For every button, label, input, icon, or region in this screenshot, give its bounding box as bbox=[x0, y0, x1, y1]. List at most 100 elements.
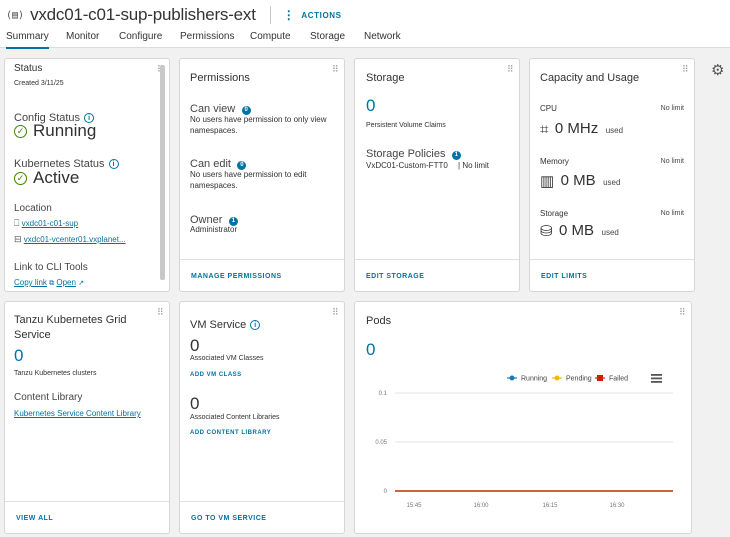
config-status-label: Config Status bbox=[14, 112, 81, 124]
drag-handle-icon[interactable]: ⠿ bbox=[679, 307, 686, 317]
can-view-row: Can view 0 bbox=[190, 99, 251, 117]
info-icon[interactable]: i bbox=[108, 159, 119, 169]
legend-marker bbox=[597, 375, 603, 381]
y-tick-label: 0 bbox=[384, 489, 388, 495]
owner-row: Owner 1 bbox=[190, 210, 238, 228]
storage-card: ⠿ Storage 0 Persistent Volume Claims Sto… bbox=[354, 58, 520, 292]
k8s-status-label: Kubernetes Status bbox=[14, 158, 105, 170]
drag-handle-icon[interactable]: ⠿ bbox=[507, 64, 514, 74]
view-all-link[interactable]: VIEW ALL bbox=[16, 515, 54, 522]
edit-limits-link[interactable]: EDIT LIMITS bbox=[541, 273, 588, 280]
drag-handle-icon[interactable]: ⠿ bbox=[157, 307, 164, 317]
vm-classes-count: 0 bbox=[190, 336, 200, 355]
tkg-cluster-count[interactable]: 0 bbox=[14, 346, 24, 365]
chart-menu-icon[interactable] bbox=[651, 374, 662, 383]
content-library-label: Content Library bbox=[14, 392, 83, 403]
cpu-usage-row: ⌗ 0 MHz used bbox=[540, 120, 623, 138]
permissions-card: ⠿ Permissions Can view 0 No users have p… bbox=[179, 58, 345, 292]
tab-network[interactable]: Network bbox=[364, 31, 401, 42]
drag-handle-icon[interactable]: ⠿ bbox=[332, 307, 339, 317]
tab-summary[interactable]: Summary bbox=[6, 31, 49, 49]
permissions-title: Permissions bbox=[190, 72, 250, 84]
location-cluster-link[interactable]: vxdc01-c01-sup bbox=[21, 219, 79, 228]
cpu-value: 0 MHz bbox=[554, 120, 599, 137]
pods-title: Pods bbox=[366, 315, 392, 327]
manage-permissions-link[interactable]: MANAGE PERMISSIONS bbox=[191, 273, 282, 280]
title-row: (▤) vxdc01-c01-sup-publishers-ext ⋮ ACTI… bbox=[6, 5, 342, 25]
status-card: ⠿ Status Created 3/11/25 Config Statusi … bbox=[4, 58, 170, 292]
vm-service-card: ⠿ VM Service i 0 Associated VM Classes AD… bbox=[179, 301, 345, 534]
storage-policy-row: VxDC01-Custom-FTT0 | No limit bbox=[366, 161, 489, 170]
pods-card: ⠿ Pods 0 0.1 0.05 0 15:45 16:00 16:15 16:30 Run… bbox=[354, 301, 692, 534]
status-title: Status bbox=[14, 63, 43, 74]
open-link[interactable]: Open bbox=[56, 278, 76, 287]
config-status-value-row: ✓ Running bbox=[14, 121, 96, 141]
owner-value: Administrator bbox=[190, 225, 238, 234]
cli-tools-label: Link to CLI Tools bbox=[14, 262, 88, 273]
drag-handle-icon[interactable]: ⠿ bbox=[332, 64, 339, 74]
legend-label-running: Running bbox=[521, 376, 547, 383]
vm-service-title-row: VM Service i bbox=[190, 315, 261, 333]
external-link-icon[interactable]: ↗ bbox=[78, 280, 85, 287]
tab-storage[interactable]: Storage bbox=[310, 31, 346, 42]
cpu-limit: No limit bbox=[660, 105, 684, 112]
location-label: Location bbox=[14, 203, 52, 214]
card-footer: EDIT STORAGE bbox=[355, 259, 519, 291]
x-tick-label: 16:30 bbox=[609, 503, 625, 509]
libraries-label: Associated Content Libraries bbox=[190, 414, 280, 421]
libraries-count: 0 bbox=[190, 394, 200, 413]
pvc-count[interactable]: 0 bbox=[366, 96, 376, 115]
count-badge: 1 bbox=[451, 151, 461, 160]
cpu-unit: used bbox=[605, 126, 624, 135]
tkg-title: Tanzu Kubernetes Grid Service bbox=[14, 314, 127, 341]
tab-monitor[interactable]: Monitor bbox=[66, 31, 100, 42]
cli-links-row: Copy link ⧉ Open ↗ bbox=[14, 278, 84, 288]
drag-handle-icon[interactable]: ⠿ bbox=[682, 64, 689, 74]
memory-icon: ▥ bbox=[540, 173, 555, 190]
memory-value: 0 MB bbox=[560, 172, 596, 189]
location-vcenter-link[interactable]: vxdc01-vcenter01.vxplanet... bbox=[23, 235, 126, 244]
copy-icon[interactable]: ⧉ bbox=[49, 280, 55, 287]
tab-compute[interactable]: Compute bbox=[250, 31, 291, 42]
x-tick-label: 16:15 bbox=[542, 503, 558, 509]
actions-label: ACTIONS bbox=[301, 10, 342, 20]
add-content-library-link[interactable]: ADD CONTENT LIBRARY bbox=[190, 430, 272, 436]
info-icon[interactable]: i bbox=[250, 320, 261, 330]
vcenter-icon: ⊟ bbox=[14, 234, 22, 244]
cpu-label: CPU bbox=[540, 104, 557, 113]
title-divider bbox=[269, 6, 271, 24]
tab-permissions[interactable]: Permissions bbox=[180, 31, 235, 42]
card-footer: GO TO VM SERVICE bbox=[180, 501, 344, 533]
count-badge: 0 bbox=[237, 161, 247, 170]
page-title: vxdc01-c01-sup-publishers-ext bbox=[30, 5, 256, 24]
card-footer: MANAGE PERMISSIONS bbox=[180, 259, 344, 291]
edit-storage-link[interactable]: EDIT STORAGE bbox=[366, 273, 425, 280]
memory-unit: used bbox=[603, 178, 621, 187]
actions-menu-button[interactable]: ⋮ ACTIONS bbox=[283, 8, 342, 22]
config-status-value: Running bbox=[33, 121, 97, 140]
status-scrollbar[interactable] bbox=[160, 65, 165, 280]
page-header: (▤) vxdc01-c01-sup-publishers-ext ⋮ ACTI… bbox=[0, 0, 730, 49]
database-icon: ⛁ bbox=[540, 223, 553, 240]
k8s-status-row: Kubernetes Status i bbox=[14, 154, 119, 172]
gear-icon[interactable]: ⚙ bbox=[711, 62, 725, 79]
card-footer: VIEW ALL bbox=[5, 501, 169, 533]
content-library-link[interactable]: Kubernetes Service Content Library bbox=[14, 409, 141, 418]
pods-count[interactable]: 0 bbox=[366, 340, 376, 359]
go-to-vm-service-link[interactable]: GO TO VM SERVICE bbox=[191, 515, 267, 522]
k8s-status-value: Active bbox=[33, 168, 80, 187]
x-tick-label: 16:00 bbox=[473, 503, 489, 509]
legend-marker bbox=[554, 375, 560, 381]
storage-limit: No limit bbox=[660, 210, 684, 217]
storage-title: Storage bbox=[366, 72, 405, 84]
storage-policies-row: Storage Policies 1 bbox=[366, 144, 461, 162]
storage-usage-row: ⛁ 0 MB used bbox=[540, 222, 619, 240]
copy-link[interactable]: Copy link bbox=[14, 278, 47, 287]
tab-configure[interactable]: Configure bbox=[119, 31, 163, 42]
info-icon[interactable]: i bbox=[84, 113, 95, 123]
capacity-card: ⠿ Capacity and Usage CPU No limit ⌗ 0 MH… bbox=[529, 58, 695, 292]
storage-unit: used bbox=[601, 228, 619, 237]
add-vm-class-link[interactable]: ADD VM CLASS bbox=[190, 372, 242, 378]
owner-label: Owner bbox=[190, 214, 223, 226]
can-view-text: No users have permission to only view na… bbox=[190, 115, 327, 135]
